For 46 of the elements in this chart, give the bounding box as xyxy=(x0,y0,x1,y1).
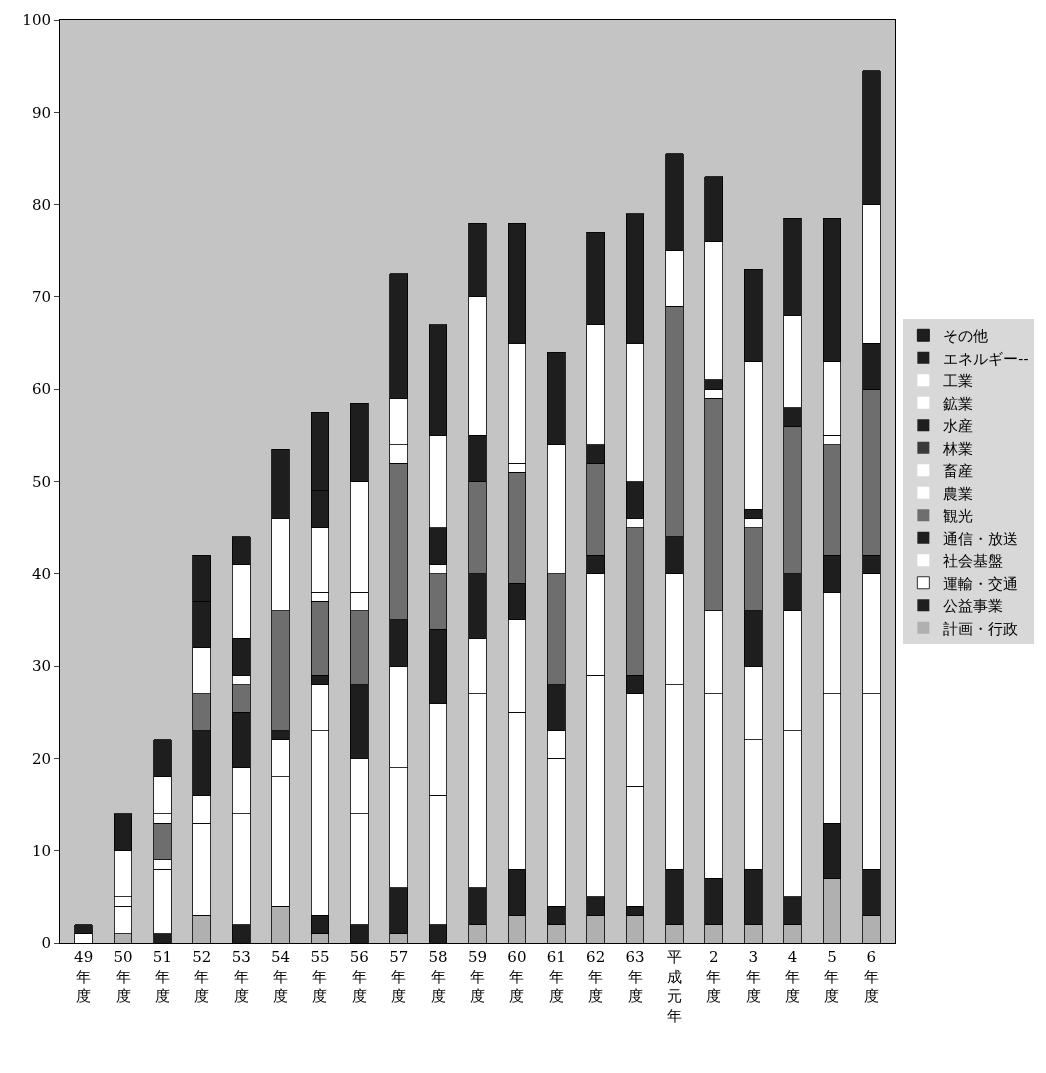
x-tick-label: 53年度 xyxy=(231,948,251,1005)
legend-label: エネルギー-- xyxy=(943,349,1029,368)
x-tick-label: 61年度 xyxy=(546,948,566,1005)
x-tick-label: 52年度 xyxy=(192,948,212,1005)
x-tick-label: 60年度 xyxy=(507,948,527,1005)
legend-label: 農業 xyxy=(943,484,974,503)
x-tick-label: 平成元年 xyxy=(666,948,682,1025)
legend-label: 社会基盤 xyxy=(943,552,1004,571)
x-tick-label: 57年度 xyxy=(389,948,409,1005)
y-tick-label: 40 xyxy=(31,565,51,584)
legend-label: 通信・放送 xyxy=(943,529,1019,548)
legend-label: 鉱業 xyxy=(943,394,974,413)
y-tick-label: 90 xyxy=(31,103,51,122)
x-tick-label: 50年度 xyxy=(113,948,133,1005)
x-tick-label: 49年度 xyxy=(74,948,94,1005)
x-tick-label: 55年度 xyxy=(310,948,330,1005)
x-tick-label: 62年度 xyxy=(586,948,606,1005)
x-tick-label: 56年度 xyxy=(349,948,369,1005)
legend-label: 畜産 xyxy=(943,462,974,481)
y-tick-label: 100 xyxy=(22,11,51,30)
x-tick-label: 54年度 xyxy=(271,948,291,1005)
legend-label: 林業 xyxy=(942,439,974,458)
x-tick-label: 4年度 xyxy=(785,948,801,1005)
x-tick-label: 63年度 xyxy=(625,948,645,1005)
y-tick-label: 60 xyxy=(31,380,51,399)
y-tick-label: 30 xyxy=(31,657,51,676)
legend-label: 計画・行政 xyxy=(943,619,1019,638)
x-tick-label: 51年度 xyxy=(152,948,172,1005)
y-tick-label: 20 xyxy=(31,749,51,768)
y-tick-label: 80 xyxy=(31,195,51,214)
legend-label: 工業 xyxy=(943,372,974,391)
x-tick-label: 2年度 xyxy=(706,948,722,1005)
x-tick-label: 5年度 xyxy=(824,948,840,1005)
legend-label: 運輸・交通 xyxy=(943,574,1019,593)
legend-label: その他 xyxy=(943,327,989,346)
y-tick-label: 50 xyxy=(31,472,51,491)
y-tick-label: 70 xyxy=(31,288,51,307)
x-tick-label: 58年度 xyxy=(428,948,448,1005)
x-tick-label: 59年度 xyxy=(467,948,488,1005)
x-tick-label: 3年度 xyxy=(745,948,761,1005)
y-tick-label: 10 xyxy=(31,841,51,860)
legend-label: 観光 xyxy=(943,507,974,526)
legend-label: 水産 xyxy=(943,417,974,436)
x-tick-label: 6年度 xyxy=(863,948,879,1005)
y-tick-label: 0 xyxy=(41,934,51,953)
legend-label: 公益事業 xyxy=(943,597,1004,616)
